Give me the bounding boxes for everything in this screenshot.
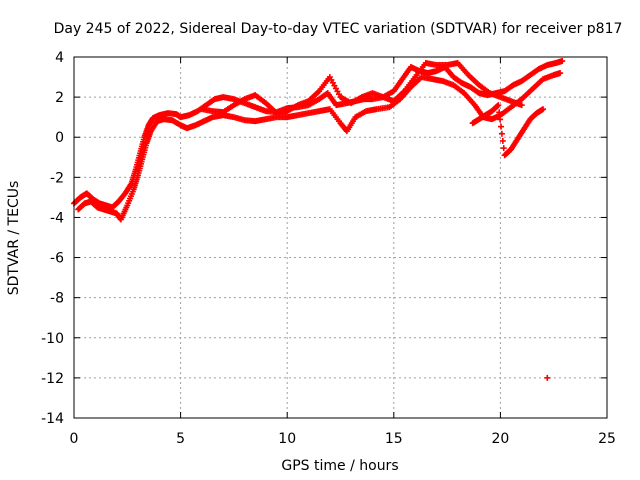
data-point (497, 116, 504, 123)
data-point (499, 137, 506, 144)
data-point (559, 58, 566, 65)
y-tick-label: -8 (50, 291, 64, 307)
y-tick-label: -14 (41, 411, 64, 427)
y-tick-label: -4 (50, 210, 64, 226)
x-axis-label: GPS time / hours (281, 458, 398, 474)
y-tick-label: 2 (55, 90, 64, 106)
x-tick-label: 10 (278, 431, 296, 447)
chart-title: Day 245 of 2022, Sidereal Day-to-day VTE… (54, 21, 623, 37)
data-point (495, 102, 502, 109)
data-point (498, 123, 505, 130)
y-tick-label: 4 (55, 50, 64, 66)
data-point (544, 374, 551, 381)
data-point (557, 70, 564, 77)
data-point (518, 102, 525, 109)
x-tick-label: 5 (176, 431, 185, 447)
y-axis-label: SDTVAR / TECUs (6, 181, 22, 296)
data-point (540, 106, 547, 113)
x-tick-label: 25 (598, 431, 616, 447)
y-tick-label: -6 (50, 251, 64, 267)
y-tick-label: -10 (41, 331, 64, 347)
data-point (496, 109, 503, 116)
x-tick-label: 20 (491, 431, 509, 447)
x-tick-label: 15 (385, 431, 403, 447)
axes: 0 5 10 15 20 25 -14 -12 -10 -8 -6 -4 -2 0 2 4 (41, 50, 616, 447)
data-point (498, 130, 505, 137)
data-point (500, 145, 507, 152)
plot-frame (73, 56, 608, 419)
y-tick-label: -12 (41, 371, 64, 387)
grid (74, 57, 607, 418)
x-tick-label: 0 (70, 431, 79, 447)
data-point (494, 102, 501, 109)
data-points (71, 58, 566, 381)
y-tick-label: -2 (50, 170, 64, 186)
y-tick-label: 0 (55, 130, 64, 146)
